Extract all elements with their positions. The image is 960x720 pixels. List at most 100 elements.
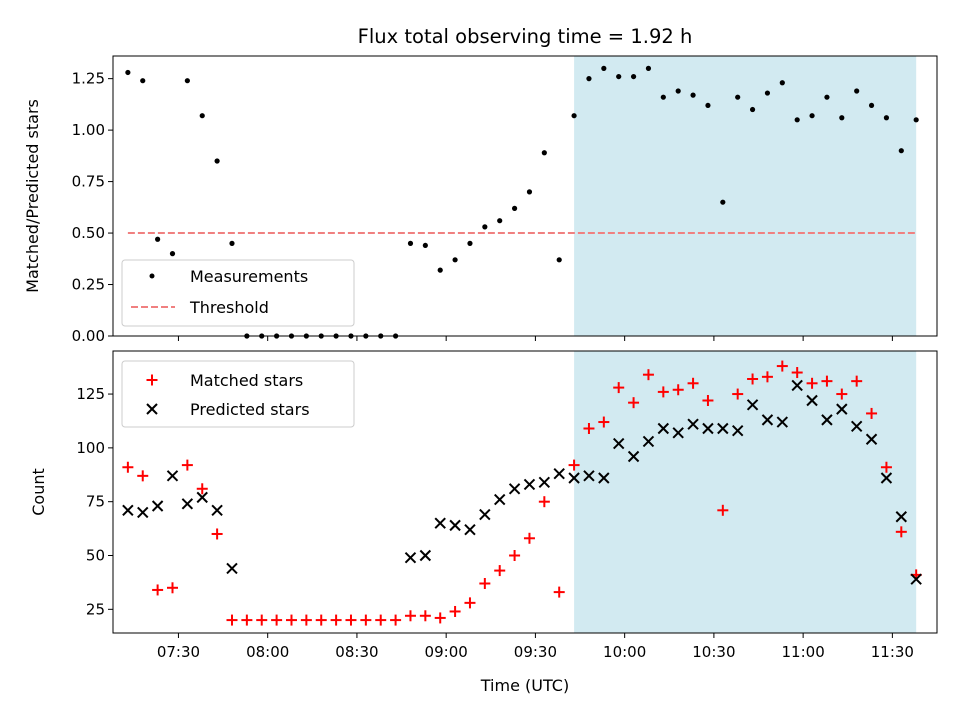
predicted-stars-point [657, 422, 670, 435]
legend-measurements-label: Measurements [190, 267, 308, 286]
matched-stars-point [479, 577, 491, 589]
ratio-y-tick-label: 0.50 [72, 224, 105, 242]
matched-stars-point [434, 612, 446, 624]
measurement-point [437, 267, 443, 273]
matched-stars-point [851, 375, 863, 387]
matched-stars-point [776, 360, 788, 372]
count-y-axis-label: Count [29, 468, 48, 516]
measurement-point [526, 189, 533, 195]
matched-stars-point [152, 584, 164, 596]
matched-stars-point [166, 582, 178, 594]
predicted-stars-point [821, 414, 833, 426]
measurement-point [511, 205, 518, 211]
predicted-stars-point [865, 433, 878, 445]
legend-predicted-label: Predicted stars [190, 400, 310, 419]
matched-stars-point [568, 459, 580, 471]
matched-stars-point [211, 528, 223, 540]
ratio-y-tick-label: 1.25 [72, 70, 105, 88]
matched-stars-point [553, 586, 565, 598]
ratio-legend-box [121, 259, 355, 327]
matched-stars-point [464, 597, 476, 609]
count-panel: 25 50 75 100 125 07:30 08:00 08:30 09:00 09:30 10… [29, 350, 938, 695]
predicted-stars-point [627, 450, 640, 463]
predicted-stars-point [404, 551, 417, 564]
matched-stars-point [761, 371, 773, 383]
predicted-stars-point [553, 467, 565, 480]
x-tick-label: 10:00 [603, 643, 646, 661]
predicted-stars-point [419, 549, 432, 562]
predicted-stars-point [211, 504, 223, 517]
ratio-series [125, 65, 919, 339]
predicted-stars-point [791, 379, 803, 392]
matched-stars-point [419, 610, 431, 622]
count-y-ticks: 25 50 75 100 125 [76, 385, 113, 618]
legend-predicted-marker [146, 403, 158, 415]
chart-title: Flux total observing time = 1.92 h [358, 25, 693, 48]
predicted-stars-point [806, 394, 818, 407]
predicted-stars-point [642, 435, 655, 448]
matched-stars-point [494, 565, 506, 577]
ratio-x-ticks [177, 336, 893, 341]
measurement-point [422, 242, 428, 249]
matched-stars-point [583, 422, 595, 434]
predicted-stars-point [122, 504, 134, 517]
matched-stars-point [806, 377, 818, 389]
x-tick-label: 07:30 [157, 643, 200, 661]
measurement-point [155, 236, 161, 242]
ratio-y-axis-label: Matched/Predicted stars [23, 99, 42, 293]
predicted-stars-point [464, 523, 476, 536]
matched-stars-point [404, 610, 416, 622]
count-y-tick-label: 25 [86, 600, 105, 618]
count-series [122, 360, 922, 626]
predicted-stars-point [508, 483, 521, 495]
measurement-point [497, 218, 503, 224]
predicted-stars-point [568, 472, 580, 484]
legend-matched-marker [146, 374, 158, 386]
matched-stars-point [360, 614, 372, 626]
matched-stars-point [523, 532, 535, 544]
matched-stars-point [137, 470, 149, 482]
matched-stars-point [449, 605, 461, 617]
predicted-stars-point [523, 478, 536, 491]
measurement-point [779, 80, 785, 86]
x-tick-label: 08:30 [335, 643, 378, 661]
count-legend: Matched stars Predicted stars [121, 360, 355, 428]
observing-window-shade [574, 56, 917, 336]
legend-matched-label: Matched stars [190, 371, 303, 390]
matched-stars-point [791, 367, 803, 379]
observing-window-shade [574, 351, 917, 633]
measurement-point [675, 88, 681, 94]
matched-stars-point [598, 416, 610, 428]
matched-stars-point [226, 614, 238, 626]
measurement-point [556, 257, 562, 263]
matched-stars-point [538, 496, 550, 508]
predicted-stars-point [166, 470, 179, 482]
measurement-point [735, 94, 741, 100]
predicted-stars-point [746, 399, 759, 411]
predicted-stars-point [151, 500, 164, 512]
measurement-point [184, 78, 190, 84]
predicted-stars-point [449, 519, 461, 532]
measurement-point [452, 257, 458, 263]
predicted-stars-point [196, 491, 208, 504]
legend-measurements-marker [149, 273, 155, 279]
x-tick-label: 11:30 [871, 643, 914, 661]
measurement-point [898, 148, 904, 154]
matched-stars-point [642, 369, 654, 381]
measurement-point [839, 115, 845, 121]
measurement-point [467, 240, 473, 246]
measurement-point [809, 113, 815, 119]
predicted-stars-point [687, 418, 699, 430]
matched-stars-point [122, 461, 134, 473]
x-tick-label: 11:00 [782, 643, 825, 661]
ratio-y-tick-label: 1.00 [72, 121, 105, 139]
matched-stars-point [657, 386, 669, 398]
matched-stars-point [509, 550, 521, 562]
measurement-point [482, 224, 488, 230]
measurement-point [140, 78, 146, 84]
measurement-point [616, 73, 622, 80]
x-axis-label: Time (UTC) [480, 676, 569, 695]
predicted-stars-point [850, 420, 863, 433]
matched-stars-point [702, 395, 714, 407]
